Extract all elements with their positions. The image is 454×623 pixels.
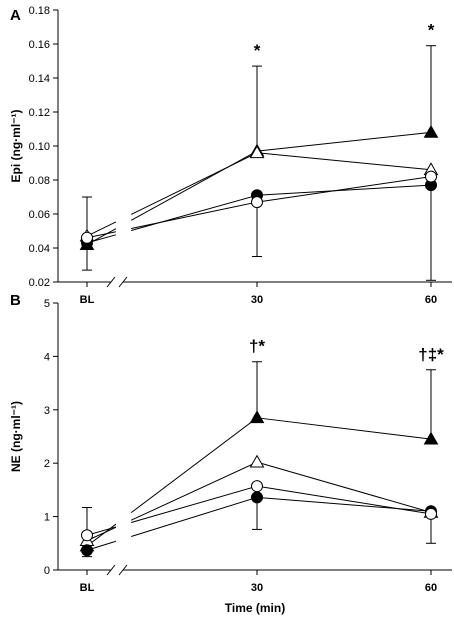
x-tick-label: 30: [251, 294, 263, 306]
data-point: [251, 491, 263, 504]
series-line: [256, 184, 432, 196]
data-point: [81, 231, 93, 244]
series-filled-triangle: [79, 361, 439, 552]
axis-break-mark: [106, 564, 116, 576]
y-tick-label: 1: [44, 512, 50, 524]
y-tick-label: 0.16: [29, 39, 50, 51]
series-line: [256, 152, 432, 171]
series-open-circle: [81, 480, 437, 542]
data-point: [423, 431, 439, 445]
data-point: [81, 529, 93, 542]
series-filled-circle: [81, 179, 437, 281]
series-line: [256, 417, 432, 440]
series-line: [256, 485, 432, 515]
data-point: [423, 124, 439, 138]
axis-break-mark: [106, 276, 116, 288]
series-line: [256, 461, 432, 513]
y-tick-label: 0.18: [29, 5, 50, 17]
series-line: [86, 221, 117, 237]
panel-label: A: [10, 7, 21, 24]
series-line: [130, 417, 258, 514]
data-point: [249, 145, 265, 159]
series-line: [131, 496, 258, 537]
y-tick-label: 0.04: [29, 243, 50, 255]
axis-break-mark: [118, 276, 128, 288]
data-point: [249, 454, 265, 468]
y-tick-label: 0.14: [29, 73, 50, 85]
panel-A: A 0.02 0.04 0.06 0.08 0.10 0.12 0.14 0.16 0.18 BL 3…: [9, 5, 452, 306]
series-line: [131, 194, 258, 232]
significance-marker: *: [428, 21, 435, 40]
y-tick-label: 0.12: [29, 107, 50, 119]
series-line: [131, 485, 258, 523]
x-axis-label: Time (min): [225, 601, 285, 615]
data-point: [425, 170, 437, 183]
series-line: [130, 461, 258, 521]
data-point: [251, 196, 263, 209]
data-point: [249, 410, 265, 424]
panel-label: B: [10, 292, 21, 309]
y-tick-label: 0: [44, 565, 50, 577]
y-tick-label: 0.02: [29, 277, 50, 289]
x-tick-label: 30: [251, 582, 263, 594]
data-point: [81, 544, 93, 557]
y-tick-label: 0.08: [29, 175, 50, 187]
axis-break-mark: [118, 564, 128, 576]
x-tick-label: BL: [80, 582, 95, 594]
y-tick-label: 0.10: [29, 141, 50, 153]
series-filled-circle: [81, 491, 437, 558]
series-open-circle: [81, 170, 437, 257]
series-line: [130, 150, 258, 221]
data-point: [425, 507, 437, 520]
x-tick-label: 60: [425, 294, 437, 306]
y-tick-label: 4: [44, 351, 50, 363]
y-axis-label: Epi (ng·ml⁻¹): [9, 110, 23, 183]
significance-marker: *: [254, 41, 261, 60]
significance-marker: †*: [249, 337, 265, 356]
series-line: [256, 176, 432, 203]
y-tick-label: 3: [44, 405, 50, 417]
x-tick-label: BL: [80, 294, 95, 306]
series-open-triangle: [79, 145, 439, 242]
series-line: [256, 131, 432, 152]
panel-B: B 0 1 2 3 4 5 BL 30 60 NE (ng·ml⁻¹) Time (min) †* †‡*: [9, 292, 452, 615]
x-tick-label: 60: [425, 582, 437, 594]
y-tick-label: 2: [44, 458, 50, 470]
series-line: [131, 201, 258, 230]
data-point: [251, 480, 263, 493]
significance-marker: †‡*: [418, 345, 444, 364]
y-tick-label: 5: [44, 298, 50, 310]
series-line: [130, 152, 258, 215]
series-filled-triangle: [79, 45, 439, 250]
y-tick-label: 0.06: [29, 209, 50, 221]
y-axis-label: NE (ng·ml⁻¹): [9, 401, 23, 472]
